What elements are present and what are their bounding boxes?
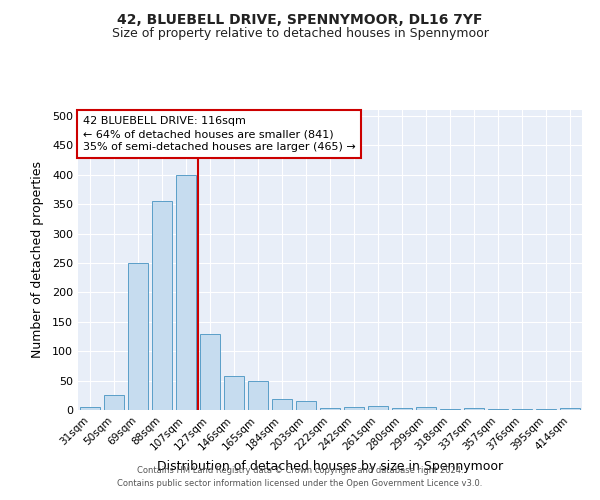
Bar [344, 407, 364, 410]
Bar [320, 408, 340, 410]
Bar [248, 380, 268, 410]
Text: Size of property relative to detached houses in Spennymoor: Size of property relative to detached ho… [112, 28, 488, 40]
Text: 42 BLUEBELL DRIVE: 116sqm
← 64% of detached houses are smaller (841)
35% of semi: 42 BLUEBELL DRIVE: 116sqm ← 64% of detac… [83, 116, 356, 152]
Bar [272, 400, 292, 410]
X-axis label: Distribution of detached houses by size in Spennymoor: Distribution of detached houses by size … [157, 460, 503, 473]
Y-axis label: Number of detached properties: Number of detached properties [31, 162, 44, 358]
Bar [464, 408, 484, 410]
Bar [560, 408, 580, 410]
Bar [392, 408, 412, 410]
Bar [176, 174, 196, 410]
Bar [416, 407, 436, 410]
Bar [368, 406, 388, 410]
Bar [128, 263, 148, 410]
Bar [80, 407, 100, 410]
Text: 42, BLUEBELL DRIVE, SPENNYMOOR, DL16 7YF: 42, BLUEBELL DRIVE, SPENNYMOOR, DL16 7YF [117, 12, 483, 26]
Text: Contains HM Land Registry data © Crown copyright and database right 2024.
Contai: Contains HM Land Registry data © Crown c… [118, 466, 482, 487]
Bar [104, 396, 124, 410]
Bar [296, 401, 316, 410]
Bar [200, 334, 220, 410]
Bar [152, 201, 172, 410]
Bar [224, 376, 244, 410]
